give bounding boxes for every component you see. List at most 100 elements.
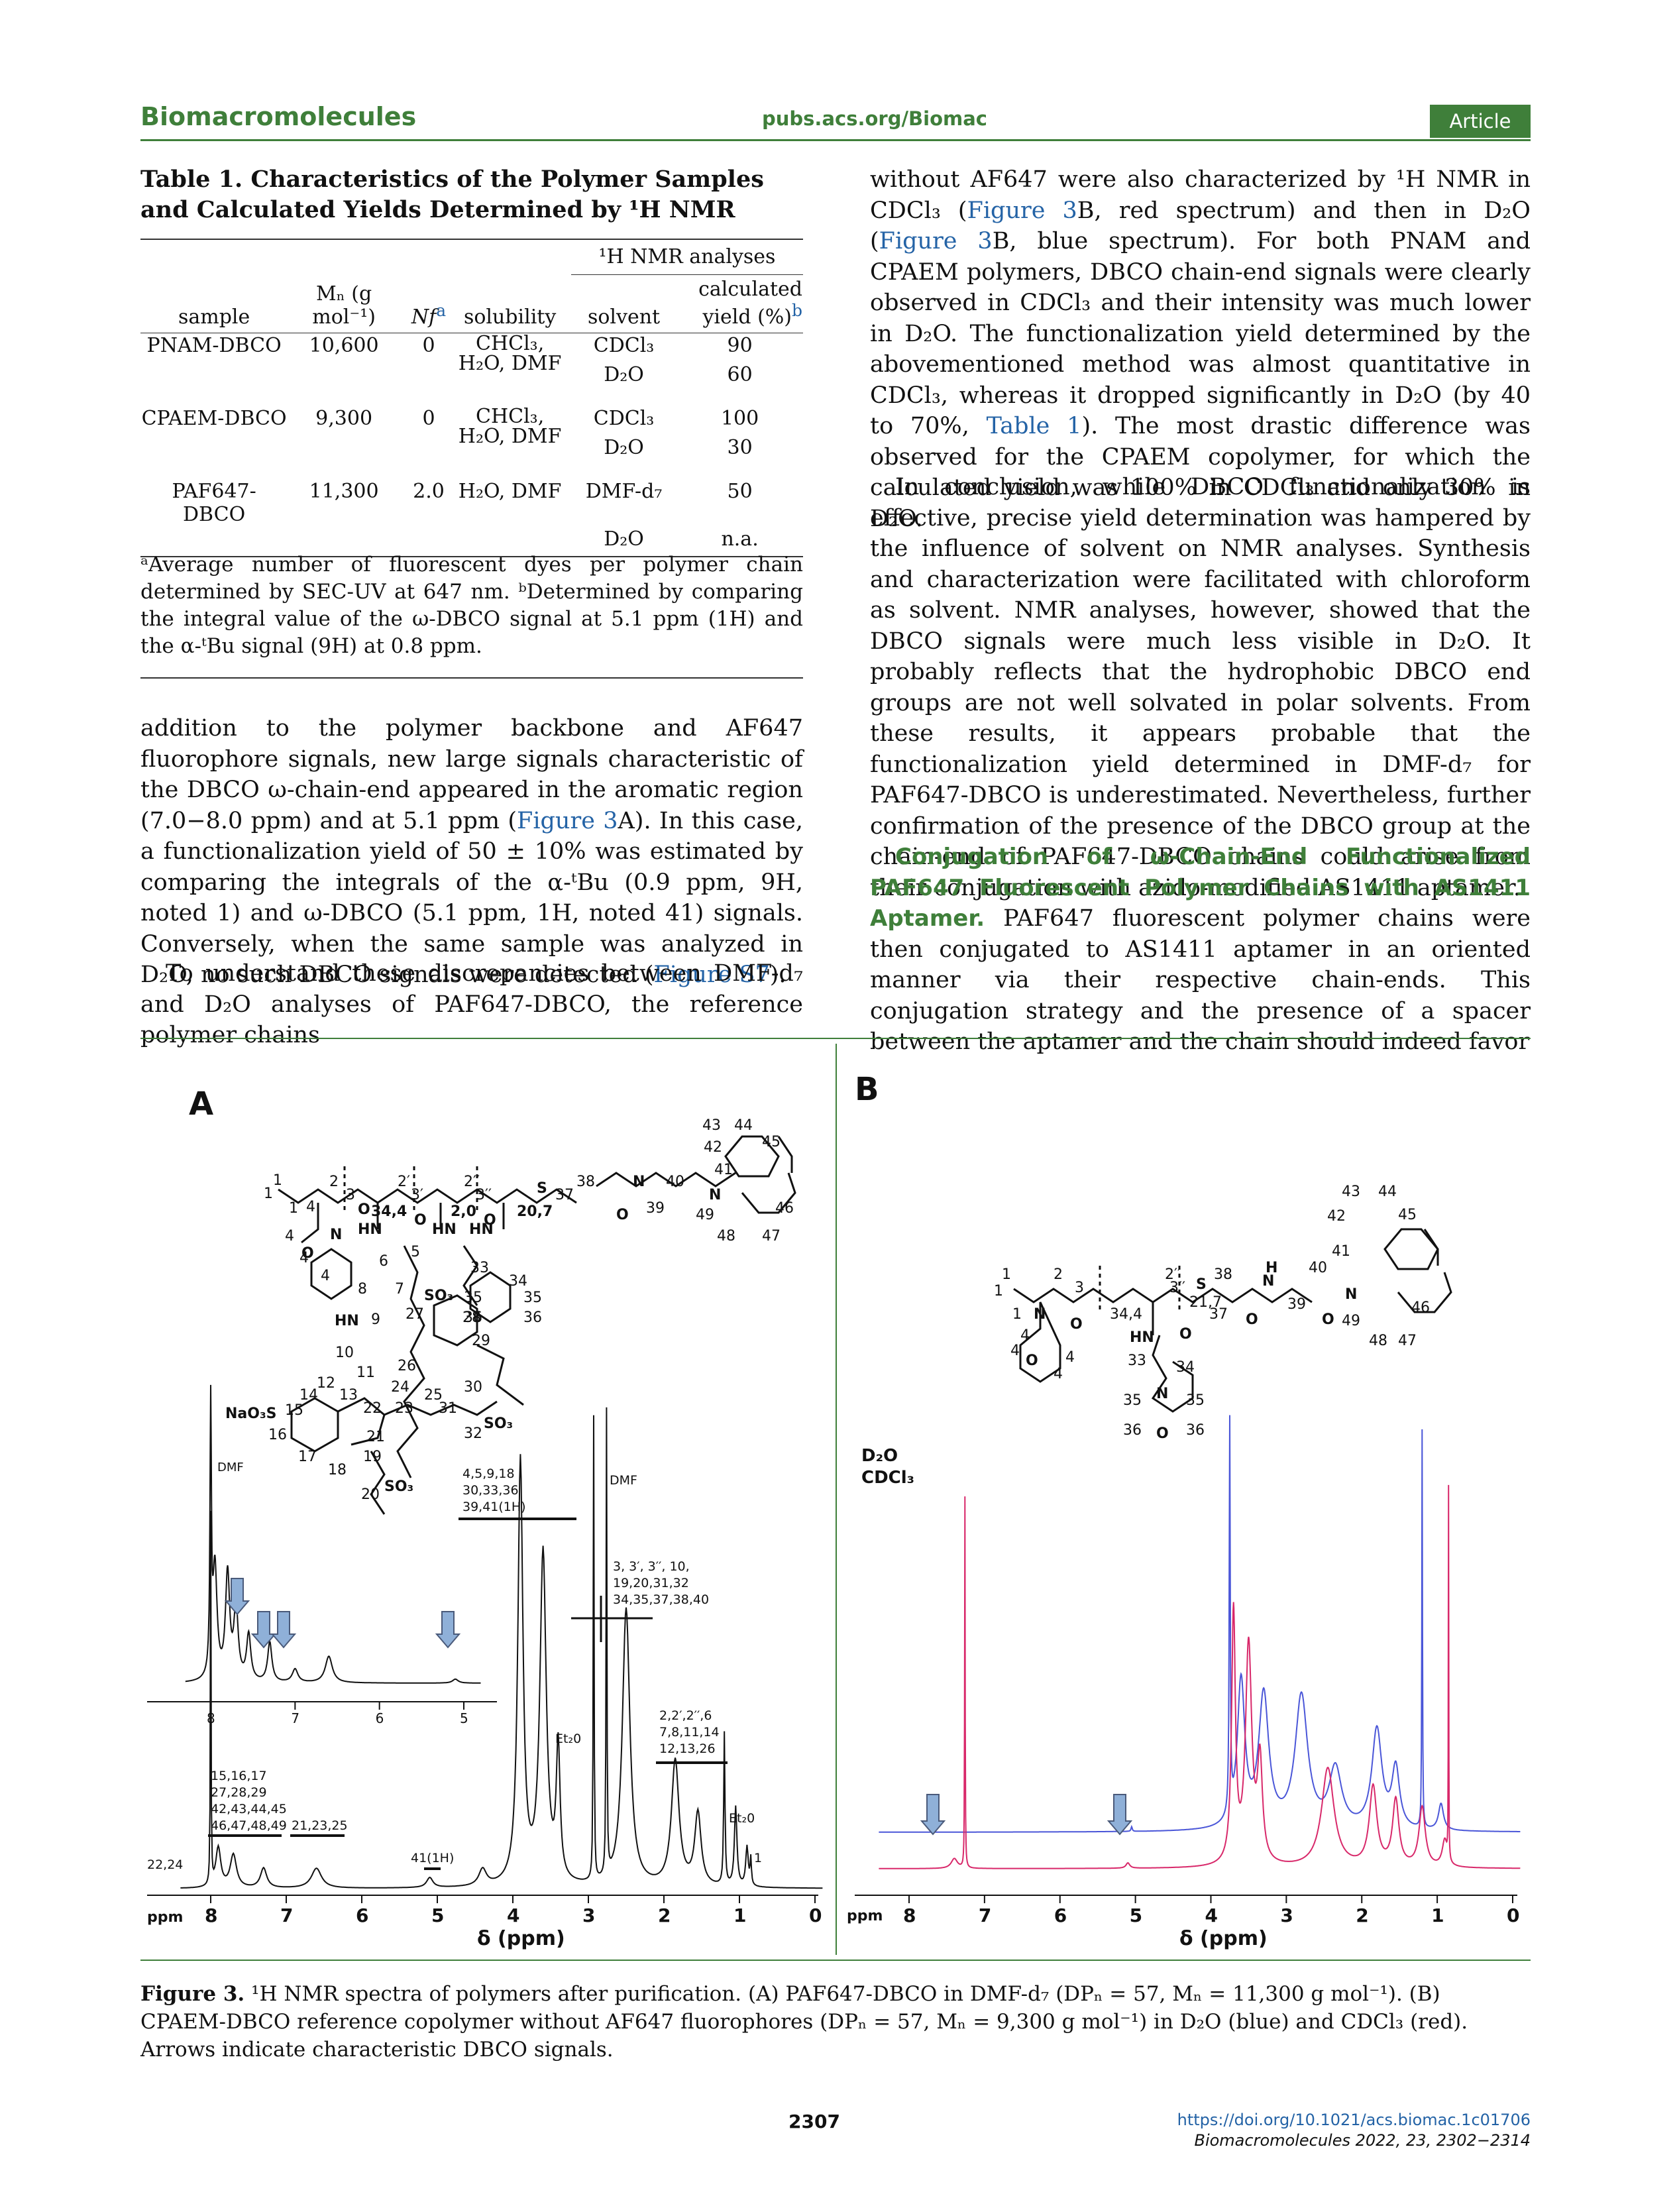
- svg-text:22,24: 22,24: [147, 1857, 183, 1872]
- svg-text:O: O: [358, 1201, 370, 1218]
- svg-text:Et₂0: Et₂0: [729, 1811, 755, 1826]
- svg-text:SO₃: SO₃: [484, 1415, 513, 1432]
- svg-text:45: 45: [1398, 1207, 1417, 1223]
- svg-text:19: 19: [363, 1449, 382, 1465]
- table-row: D₂O 30: [604, 436, 753, 459]
- svg-text:DMF: DMF: [610, 1473, 637, 1488]
- svg-text:O: O: [1179, 1326, 1192, 1343]
- svg-text:9: 9: [371, 1311, 380, 1328]
- dbco-arrow: [435, 1611, 461, 1649]
- svg-text:8: 8: [358, 1281, 367, 1298]
- svg-text:42: 42: [704, 1139, 722, 1156]
- spectrum-b: D₂O CDCl₃ 8 7 6 5 4 3 2 1 0 ppm δ (ppm): [847, 1415, 1521, 1950]
- svg-text:16: 16: [268, 1427, 287, 1443]
- tick-label-a: 3: [582, 1905, 595, 1926]
- svg-text:26: 26: [398, 1358, 416, 1374]
- svg-text:31: 31: [439, 1400, 457, 1417]
- svg-text:49: 49: [1342, 1313, 1360, 1329]
- figure-3-link[interactable]: Figure 3: [517, 807, 618, 834]
- tick-label-a: 8: [205, 1905, 217, 1926]
- structure-a: [278, 1135, 796, 1515]
- svg-text:44: 44: [1378, 1184, 1397, 1200]
- svg-text:15: 15: [285, 1402, 303, 1419]
- doi-link[interactable]: https://doi.org/10.1021/acs.biomac.1c017…: [1177, 2111, 1531, 2129]
- svg-text:O: O: [1070, 1316, 1083, 1333]
- svg-text:20,7: 20,7: [517, 1203, 553, 1220]
- table-row: CPAEM-DBCO 9,300 0 CHCl₃, H₂O, DMF CDCl₃…: [141, 405, 759, 448]
- svg-text:7,8,11,14: 7,8,11,14: [659, 1725, 720, 1740]
- svg-text:3′′: 3′′: [1169, 1280, 1185, 1296]
- svg-text:29: 29: [472, 1333, 490, 1349]
- svg-text:Et₂0: Et₂0: [555, 1732, 581, 1746]
- figure-caption: Figure 3. ¹H NMR spectra of polymers aft…: [140, 1982, 1468, 2062]
- svg-text:21,7: 21,7: [1189, 1294, 1222, 1311]
- svg-text:N: N: [330, 1227, 342, 1243]
- table-group-header: ¹H NMR analyses: [570, 240, 803, 275]
- svg-text:2,2′,2′′,6: 2,2′,2′′,6: [659, 1708, 712, 1723]
- dbco-arrows-a: [224, 1578, 461, 1649]
- svg-text:20: 20: [361, 1486, 380, 1503]
- svg-text:39,41(1H): 39,41(1H): [462, 1500, 526, 1514]
- figure-top-rule: [140, 1038, 1531, 1039]
- tick-label-a: 6: [356, 1905, 368, 1926]
- svg-text:36: 36: [1186, 1422, 1205, 1439]
- svg-text:HN: HN: [358, 1221, 382, 1238]
- svg-text:49: 49: [696, 1207, 714, 1223]
- svg-text:2,0: 2,0: [451, 1203, 476, 1220]
- figure-s7-link[interactable]: Figure S7: [653, 962, 770, 988]
- svg-text:O: O: [1026, 1353, 1038, 1369]
- dmf-inset-label: DMF: [217, 1461, 244, 1474]
- figure-3b-link[interactable]: Figure 3: [967, 197, 1077, 224]
- svg-text:41: 41: [1332, 1243, 1350, 1260]
- table-1-link[interactable]: Table 1: [986, 413, 1082, 439]
- svg-text:4: 4: [306, 1199, 315, 1215]
- svg-text:6: 6: [379, 1253, 388, 1270]
- page-number: 2307: [788, 2111, 840, 2132]
- svg-text:4: 4: [321, 1268, 330, 1284]
- svg-text:S: S: [1196, 1276, 1207, 1293]
- right-paragraph-1: without AF647 were also characterized by…: [870, 166, 1531, 532]
- section-heading: Conjugation of ω-Chain-End Functionalize…: [870, 844, 1531, 932]
- header-rule: [140, 139, 1531, 141]
- table-row: PAF647-DBCO 11,300 2.0 H₂O, DMF DMF-d₇ 5…: [172, 480, 753, 526]
- table-footnote: ᵃAverage number of fluorescent dyes per …: [140, 553, 803, 658]
- svg-text:3: 3: [1075, 1280, 1084, 1296]
- svg-text:36: 36: [1123, 1422, 1142, 1439]
- svg-text:N: N: [1262, 1273, 1274, 1290]
- tick-label-a: 1: [733, 1905, 746, 1926]
- svg-text:48: 48: [1369, 1333, 1387, 1349]
- tick-label-a: 4: [507, 1905, 519, 1926]
- svg-text:H: H: [1266, 1260, 1277, 1276]
- svg-text:7: 7: [395, 1281, 404, 1298]
- dbco-arrow: [224, 1578, 250, 1616]
- left-paragraph-1: addition to the polymer backbone and AF6…: [140, 715, 803, 988]
- svg-text:47: 47: [1398, 1333, 1417, 1349]
- svg-text:HN: HN: [335, 1313, 359, 1329]
- svg-text:HN: HN: [1130, 1329, 1154, 1346]
- journal-url[interactable]: pubs.acs.org/Biomac: [762, 107, 987, 130]
- svg-text:O: O: [301, 1245, 314, 1262]
- svg-text:O: O: [414, 1212, 427, 1229]
- col-sample: sample: [178, 305, 250, 329]
- svg-text:13: 13: [339, 1387, 358, 1404]
- svg-text:35: 35: [1123, 1392, 1142, 1409]
- svg-text:30: 30: [464, 1379, 482, 1396]
- svg-text:39: 39: [1287, 1296, 1306, 1313]
- svg-text:42,43,44,45: 42,43,44,45: [211, 1802, 287, 1816]
- svg-text:34: 34: [1176, 1359, 1195, 1376]
- svg-text:2: 2: [1054, 1266, 1063, 1283]
- article-badge: Article: [1430, 105, 1531, 138]
- svg-text:36: 36: [523, 1309, 542, 1326]
- tick-label-a: 2: [658, 1905, 671, 1926]
- ppm-label-b: ppm: [847, 1908, 883, 1924]
- svg-text:34,4: 34,4: [371, 1203, 407, 1220]
- svg-text:N: N: [1156, 1386, 1168, 1402]
- tick-label-a: 7: [280, 1905, 293, 1926]
- svg-text:41(1H): 41(1H): [411, 1851, 454, 1865]
- figure-3b-link-2[interactable]: Figure 3: [879, 228, 993, 254]
- svg-text:SO₃: SO₃: [424, 1288, 453, 1304]
